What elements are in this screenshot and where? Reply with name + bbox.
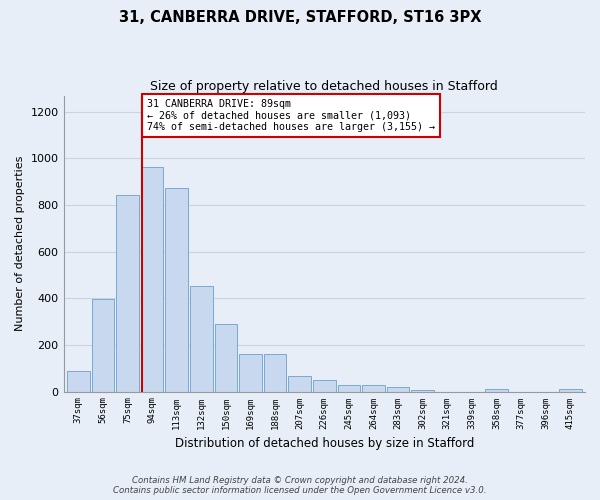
- Bar: [559, 389, 581, 392]
- Bar: [190, 286, 212, 392]
- Text: Contains HM Land Registry data © Crown copyright and database right 2024.
Contai: Contains HM Land Registry data © Crown c…: [113, 476, 487, 495]
- Bar: [67, 370, 89, 392]
- Title: Size of property relative to detached houses in Stafford: Size of property relative to detached ho…: [151, 80, 498, 93]
- Text: 31 CANBERRA DRIVE: 89sqm
← 26% of detached houses are smaller (1,093)
74% of sem: 31 CANBERRA DRIVE: 89sqm ← 26% of detach…: [146, 99, 434, 132]
- Bar: [313, 380, 335, 392]
- Bar: [239, 354, 262, 392]
- Y-axis label: Number of detached properties: Number of detached properties: [15, 156, 25, 331]
- Bar: [362, 386, 385, 392]
- Bar: [387, 388, 409, 392]
- Text: 31, CANBERRA DRIVE, STAFFORD, ST16 3PX: 31, CANBERRA DRIVE, STAFFORD, ST16 3PX: [119, 10, 481, 25]
- Bar: [92, 300, 114, 392]
- Bar: [166, 188, 188, 392]
- Bar: [412, 390, 434, 392]
- Bar: [264, 354, 286, 392]
- Bar: [215, 324, 237, 392]
- X-axis label: Distribution of detached houses by size in Stafford: Distribution of detached houses by size …: [175, 437, 474, 450]
- Bar: [289, 376, 311, 392]
- Bar: [338, 384, 360, 392]
- Bar: [116, 194, 139, 392]
- Bar: [485, 389, 508, 392]
- Bar: [141, 166, 163, 392]
